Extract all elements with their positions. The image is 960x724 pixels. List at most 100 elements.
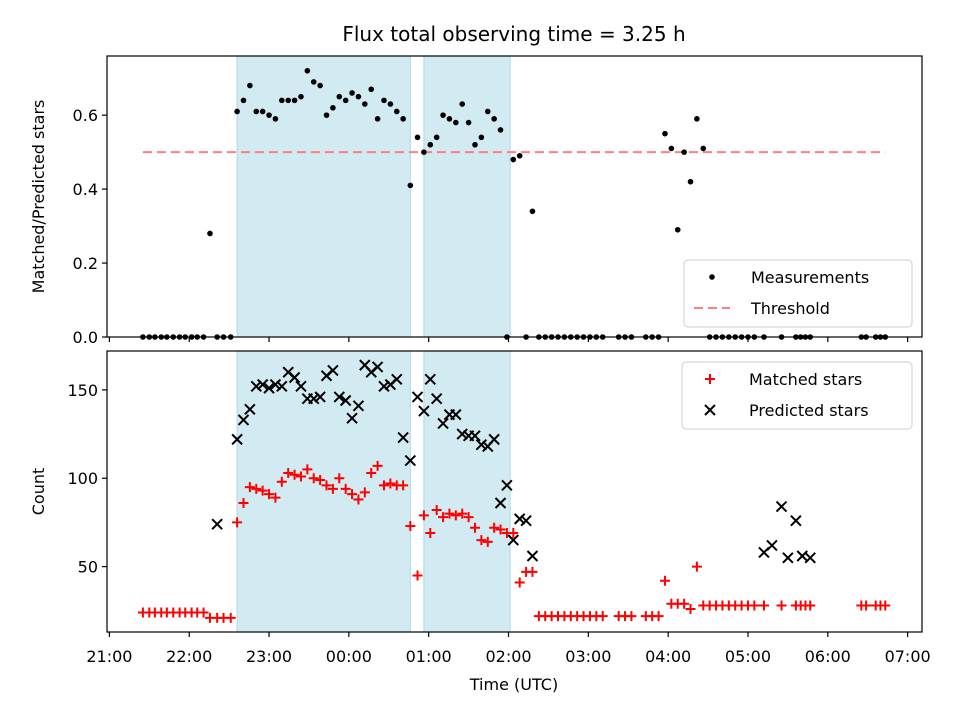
matched-stars-point: [861, 600, 872, 611]
observing-interval-shade: [423, 350, 511, 633]
measurement-point: [291, 97, 298, 104]
matched-stars-point: [308, 473, 319, 484]
matched-stars-point: [431, 505, 442, 516]
predicted-stars-point: [418, 405, 430, 417]
y-axis-label: Count: [29, 468, 48, 516]
predicted-stars-point: [404, 454, 417, 467]
x-tick-label: 00:00: [326, 647, 372, 666]
measurement-point: [516, 153, 523, 159]
measurement-point: [207, 230, 213, 237]
measurement-point: [368, 86, 375, 93]
predicted-stars-point: [513, 513, 526, 525]
predicted-stars-point: [430, 393, 443, 405]
predicted-stars-point: [352, 400, 365, 412]
y-axis-label: Matched/Predicted stars: [29, 100, 48, 294]
matched-stars-point: [257, 485, 268, 496]
series-predicted-stars: [211, 359, 816, 564]
predicted-stars-point: [501, 479, 513, 492]
matched-stars-point: [444, 508, 455, 519]
matched-stars-point: [691, 561, 702, 572]
matched-stars-point: [418, 510, 429, 521]
measurement-point: [694, 116, 700, 122]
predicted-stars-point: [424, 373, 436, 385]
matched-stars-point: [270, 492, 281, 503]
predicted-stars-point: [397, 431, 409, 444]
x-tick-label: 07:00: [885, 647, 931, 666]
matched-stars-point: [366, 467, 377, 478]
measurement-point: [662, 130, 668, 137]
predicted-stars-point: [231, 433, 243, 446]
measurement-point: [387, 101, 394, 107]
legend-box: [681, 361, 913, 430]
x-tick-label: 03:00: [565, 647, 611, 666]
measurement-point: [427, 141, 434, 148]
x-tick-label: 01:00: [406, 647, 452, 666]
predicted-stars-point: [308, 393, 320, 405]
matched-stars-point: [653, 611, 664, 622]
measurement-point: [393, 108, 400, 115]
predicted-stars-point: [288, 371, 301, 384]
measurement-point: [336, 93, 343, 100]
plot-frame: [106, 55, 923, 338]
measurement-point: [465, 119, 472, 126]
matched-stars-point: [626, 611, 637, 622]
matched-stars-point: [378, 480, 389, 491]
matched-stars-point: [450, 510, 461, 521]
matched-stars-point: [514, 577, 525, 588]
matched-stars-point: [489, 522, 500, 533]
measurement-point: [349, 90, 355, 96]
legend-matched-marker: [705, 374, 715, 384]
measurement-point: [240, 97, 247, 104]
measurement-point: [407, 182, 414, 189]
measurement-point: [529, 208, 536, 215]
predicted-stars-point: [339, 394, 352, 407]
matched-stars-point: [295, 471, 306, 482]
measurement-point: [484, 108, 491, 115]
measurement-point: [266, 112, 272, 118]
matched-stars-point: [315, 475, 326, 486]
matched-stars-point: [283, 467, 294, 478]
matched-stars-point: [232, 517, 243, 528]
matched-stars-point: [353, 494, 364, 505]
y-tick-label: 50: [78, 558, 98, 577]
matched-stars-point: [749, 600, 760, 611]
measurement-point: [323, 112, 330, 118]
y-tick-label: 150: [67, 381, 98, 400]
measurement-point: [421, 149, 427, 155]
matched-stars-point: [238, 497, 249, 508]
measurement-point: [674, 226, 681, 233]
matched-stars-point: [334, 473, 345, 484]
predicted-stars-point: [237, 414, 250, 426]
predicted-stars-point: [469, 430, 481, 442]
measurement-point: [700, 145, 707, 152]
x-tick-label: 06:00: [805, 647, 851, 666]
predicted-stars-point: [520, 514, 532, 527]
matched-stars-point: [685, 604, 696, 615]
matched-stars-point: [527, 566, 538, 577]
matched-stars-point: [463, 512, 474, 523]
predicted-stars-point: [378, 380, 390, 393]
measurement-point: [446, 116, 453, 122]
predicted-stars-point: [775, 500, 788, 513]
matched-stars-point: [508, 528, 519, 539]
predicted-stars-point: [450, 408, 462, 421]
measurement-point: [298, 93, 304, 100]
predicted-stars-point: [346, 412, 358, 424]
predicted-stars-point: [314, 391, 326, 403]
matched-stars-point: [398, 480, 409, 491]
legend: Matched stars Predicted stars: [681, 361, 913, 430]
matched-stars-point: [405, 520, 416, 531]
measurement-point: [414, 134, 421, 141]
y-tick-label: 100: [67, 469, 98, 488]
x-tick-label: 21:00: [86, 647, 132, 666]
legend: Measurements Threshold: [683, 259, 913, 328]
measurement-point: [279, 97, 285, 104]
matched-stars-point: [276, 476, 287, 487]
measurement-point: [310, 79, 317, 85]
legend-measurements-marker: [709, 274, 715, 280]
measurement-point: [453, 119, 459, 126]
matched-stars-point: [438, 512, 449, 523]
x-axis-label: Time (UTC): [469, 675, 558, 694]
measurement-point: [459, 101, 466, 107]
